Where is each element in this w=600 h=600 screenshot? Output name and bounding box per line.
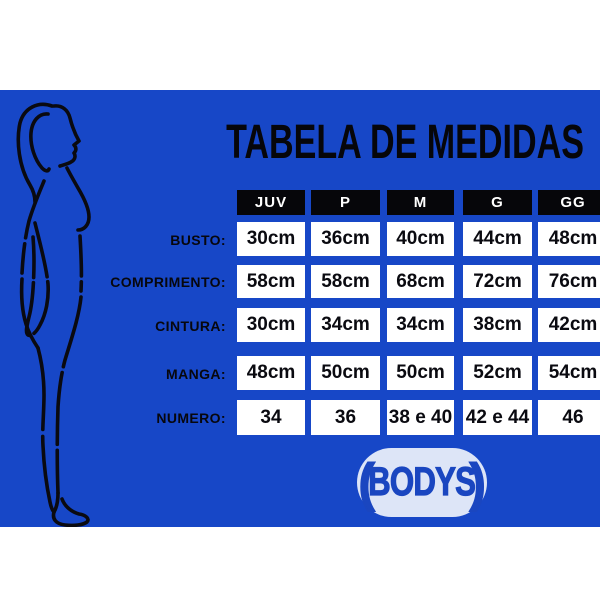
table-cell: 48cm	[237, 356, 305, 390]
table-cell: 42 e 44	[463, 400, 532, 435]
table-cell: 50cm	[387, 356, 454, 390]
table-cell: 68cm	[387, 265, 454, 298]
table-cell: 46	[538, 400, 600, 435]
column-header-g: G	[463, 190, 532, 215]
column-header-gg: GG	[538, 190, 600, 215]
table-cell: 34cm	[311, 308, 380, 342]
table-cell: 48cm	[538, 222, 600, 256]
bodys-logo: ( BODYS )	[357, 448, 487, 517]
column-header-juv: JUV	[237, 190, 305, 215]
table-cell: 58cm	[237, 265, 305, 298]
table-cell: 44cm	[463, 222, 532, 256]
row-label-numero: NUMERO:	[156, 410, 226, 426]
table-cell: 36cm	[311, 222, 380, 256]
woman-profile-outline-icon	[16, 102, 91, 527]
table-cell: 36	[311, 400, 380, 435]
page-title: TABELA DE MEDIDAS	[226, 116, 584, 169]
table-cell: 72cm	[463, 265, 532, 298]
table-cell: 34	[237, 400, 305, 435]
table-cell: 42cm	[538, 308, 600, 342]
row-label-manga: MANGA:	[166, 366, 226, 382]
table-cell: 54cm	[538, 356, 600, 390]
row-label-busto: BUSTO:	[170, 232, 226, 248]
table-cell: 50cm	[311, 356, 380, 390]
table-cell: 38 e 40	[387, 400, 454, 435]
table-cell: 76cm	[538, 265, 600, 298]
table-cell: 34cm	[387, 308, 454, 342]
table-cell: 38cm	[463, 308, 532, 342]
table-cell: 58cm	[311, 265, 380, 298]
table-cell: 52cm	[463, 356, 532, 390]
column-header-m: M	[387, 190, 454, 215]
row-label-cintura: CINTURA:	[155, 318, 226, 334]
logo-text: BODYS	[368, 459, 477, 504]
table-cell: 40cm	[387, 222, 454, 256]
column-header-p: P	[311, 190, 380, 215]
table-cell: 30cm	[237, 308, 305, 342]
row-label-comprimento: COMPRIMENTO:	[110, 274, 226, 290]
table-cell: 30cm	[237, 222, 305, 256]
